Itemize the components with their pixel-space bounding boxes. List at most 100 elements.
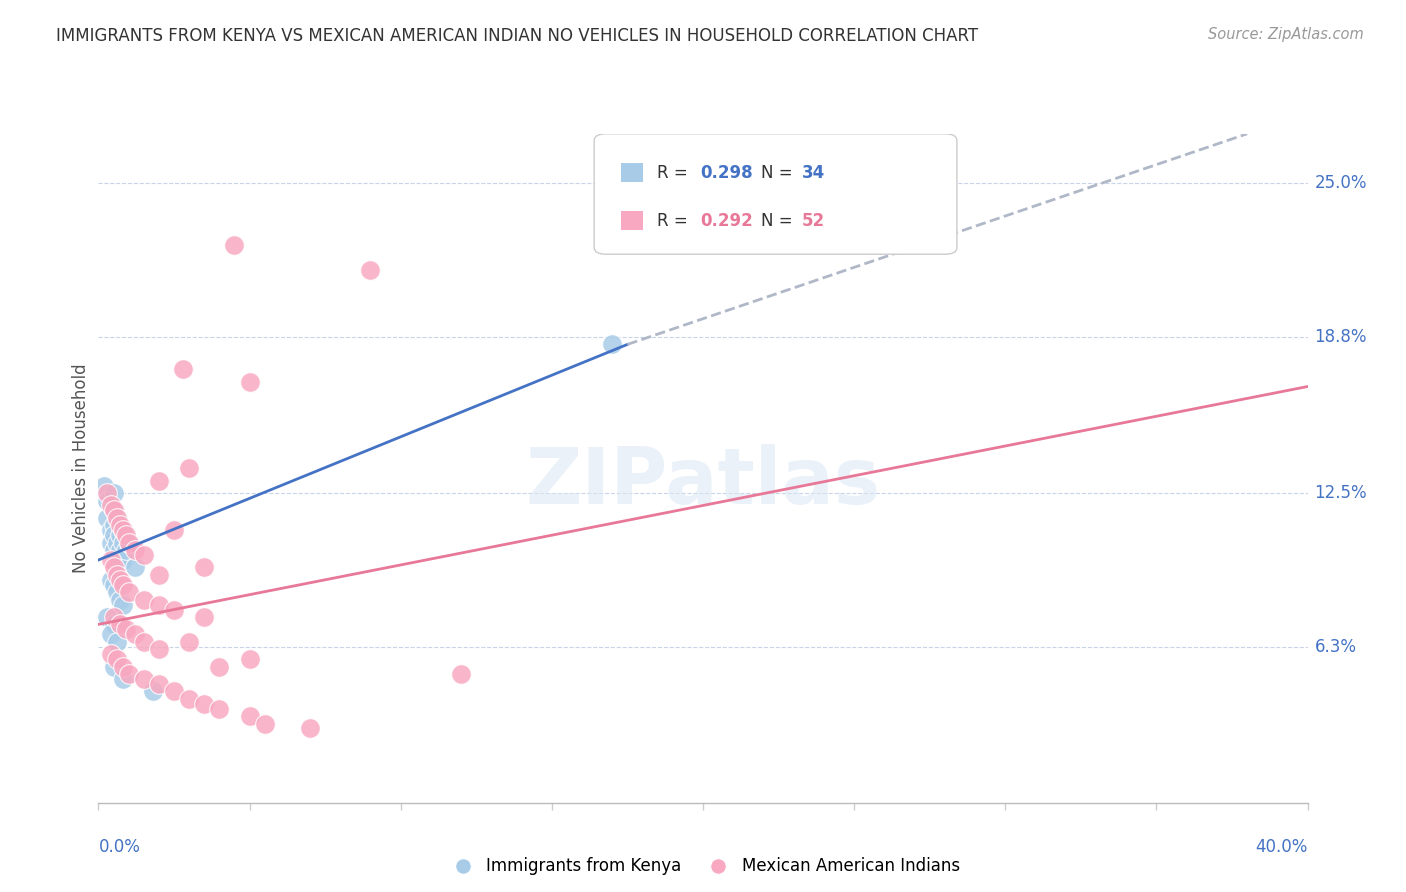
Point: [179, 691, 201, 706]
Point: [103, 659, 125, 673]
Point: [299, 722, 322, 736]
Point: [100, 573, 122, 587]
Text: 0.0%: 0.0%: [98, 838, 141, 856]
Point: [108, 528, 131, 542]
Point: [93, 478, 115, 492]
Point: [360, 263, 382, 277]
Point: [111, 578, 134, 592]
Point: [111, 672, 134, 686]
Point: [114, 623, 136, 637]
Point: [108, 543, 131, 558]
Text: 0.292: 0.292: [700, 211, 754, 230]
Legend: Immigrants from Kenya, Mexican American Indians: Immigrants from Kenya, Mexican American …: [440, 850, 966, 881]
Point: [103, 503, 125, 517]
Point: [124, 560, 146, 574]
Point: [148, 474, 170, 488]
Point: [132, 634, 155, 648]
Point: [111, 659, 134, 673]
Point: [118, 585, 141, 599]
Text: IMMIGRANTS FROM KENYA VS MEXICAN AMERICAN INDIAN NO VEHICLES IN HOUSEHOLD CORREL: IMMIGRANTS FROM KENYA VS MEXICAN AMERICA…: [56, 27, 979, 45]
Point: [108, 617, 131, 632]
Text: 12.5%: 12.5%: [1315, 484, 1367, 502]
Point: [96, 493, 118, 508]
Point: [103, 578, 125, 592]
Point: [100, 553, 122, 567]
Text: 25.0%: 25.0%: [1315, 174, 1367, 193]
Text: ZIPatlas: ZIPatlas: [526, 443, 880, 520]
Point: [96, 511, 118, 525]
Point: [602, 337, 624, 351]
Point: [124, 627, 146, 641]
Point: [108, 553, 131, 567]
Point: [132, 592, 155, 607]
Point: [96, 610, 118, 624]
Point: [179, 634, 201, 648]
Point: [224, 238, 246, 252]
Point: [103, 617, 125, 632]
Text: Source: ZipAtlas.com: Source: ZipAtlas.com: [1208, 27, 1364, 42]
Point: [103, 610, 125, 624]
Point: [111, 535, 134, 549]
Point: [114, 543, 136, 558]
Point: [105, 585, 128, 599]
Point: [103, 518, 125, 533]
FancyBboxPatch shape: [595, 134, 957, 254]
Point: [100, 627, 122, 641]
Point: [100, 499, 122, 513]
Point: [142, 684, 165, 698]
Point: [148, 598, 170, 612]
Point: [239, 375, 262, 389]
Text: R =: R =: [657, 211, 693, 230]
Point: [100, 535, 122, 549]
Point: [450, 667, 472, 681]
Point: [105, 535, 128, 549]
FancyBboxPatch shape: [621, 163, 643, 182]
Point: [239, 709, 262, 723]
Point: [103, 543, 125, 558]
Text: N =: N =: [761, 163, 799, 182]
Point: [193, 610, 215, 624]
Point: [208, 659, 231, 673]
Point: [118, 667, 141, 681]
Point: [132, 548, 155, 562]
Point: [111, 553, 134, 567]
Point: [100, 647, 122, 661]
Y-axis label: No Vehicles in Household: No Vehicles in Household: [72, 363, 90, 574]
FancyBboxPatch shape: [621, 211, 643, 230]
Point: [103, 486, 125, 500]
Point: [108, 518, 131, 533]
Text: 18.8%: 18.8%: [1315, 328, 1367, 346]
Point: [163, 684, 186, 698]
Text: 6.3%: 6.3%: [1315, 638, 1357, 656]
Point: [108, 573, 131, 587]
Point: [103, 560, 125, 574]
Point: [105, 567, 128, 582]
Point: [179, 461, 201, 475]
Point: [105, 652, 128, 666]
Point: [114, 528, 136, 542]
Point: [172, 362, 194, 376]
Point: [111, 523, 134, 537]
Point: [193, 697, 215, 711]
Point: [103, 528, 125, 542]
Text: 40.0%: 40.0%: [1256, 838, 1308, 856]
Text: 34: 34: [803, 163, 825, 182]
Point: [148, 567, 170, 582]
Point: [132, 672, 155, 686]
Point: [148, 642, 170, 657]
Point: [163, 523, 186, 537]
Point: [118, 535, 141, 549]
Point: [239, 652, 262, 666]
Point: [105, 511, 128, 525]
Point: [108, 592, 131, 607]
Point: [148, 677, 170, 691]
Point: [96, 486, 118, 500]
Point: [208, 701, 231, 715]
Point: [193, 560, 215, 574]
Point: [111, 598, 134, 612]
Text: 0.298: 0.298: [700, 163, 754, 182]
Text: N =: N =: [761, 211, 799, 230]
Text: R =: R =: [657, 163, 693, 182]
Point: [163, 602, 186, 616]
Point: [103, 503, 125, 517]
